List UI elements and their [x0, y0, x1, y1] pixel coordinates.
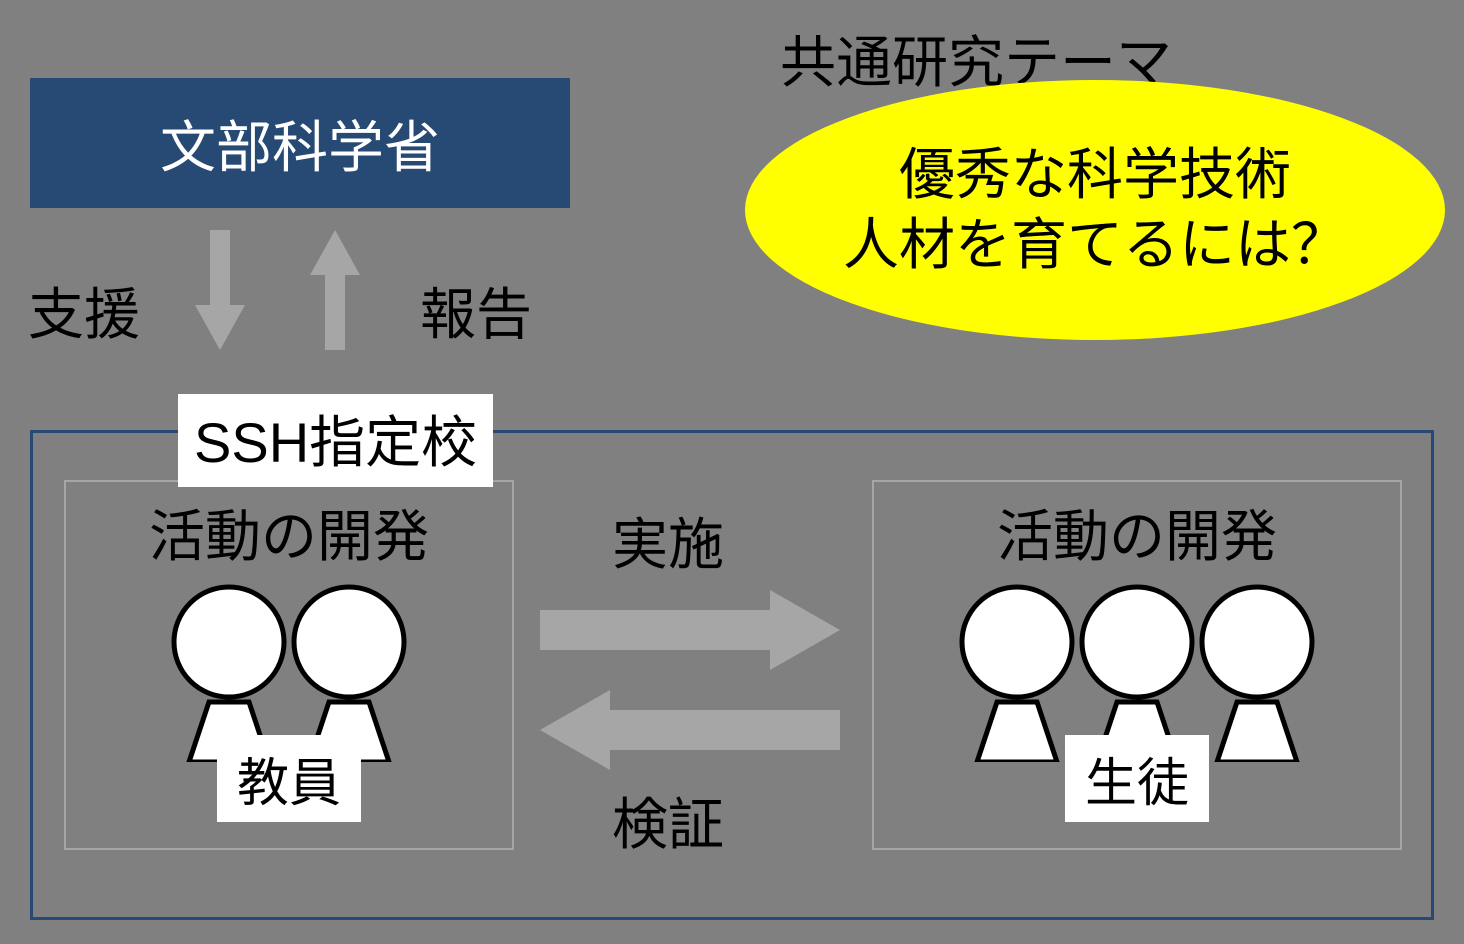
teachers-box: 活動の開発 教員 [64, 480, 514, 850]
ssh-label: SSH指定校 [178, 394, 493, 487]
ministry-label: 文部科学省 [160, 103, 440, 184]
arrow-right-icon [540, 590, 840, 670]
left-activity-title: 活動の開発 [66, 492, 512, 573]
theme-line2: 人材を育てるには？ [843, 210, 1347, 280]
student-role-label: 生徒 [1065, 735, 1209, 822]
teacher-role-label: 教員 [217, 735, 361, 822]
label-report: 報告 [420, 270, 532, 351]
arrow-down-icon [195, 230, 245, 350]
person-icon [952, 582, 1082, 762]
students-box: 活動の開発 生徒 [872, 480, 1402, 850]
arrow-left-icon [540, 690, 840, 770]
student-persons: 生徒 [874, 582, 1400, 762]
teacher-persons: 教員 [66, 582, 512, 762]
person-icon [1192, 582, 1322, 762]
ministry-box: 文部科学省 [30, 78, 570, 208]
label-support: 支援 [28, 270, 140, 351]
theme-ellipse: 優秀な科学技術 人材を育てるには？ [745, 80, 1445, 340]
arrow-up-icon [310, 230, 360, 350]
theme-line1: 優秀な科学技術 [899, 140, 1291, 210]
label-verify: 検証 [612, 780, 724, 861]
right-activity-title: 活動の開発 [874, 492, 1400, 573]
ellipse-text: 優秀な科学技術 人材を育てるには？ [745, 80, 1445, 340]
label-implement: 実施 [612, 500, 724, 581]
